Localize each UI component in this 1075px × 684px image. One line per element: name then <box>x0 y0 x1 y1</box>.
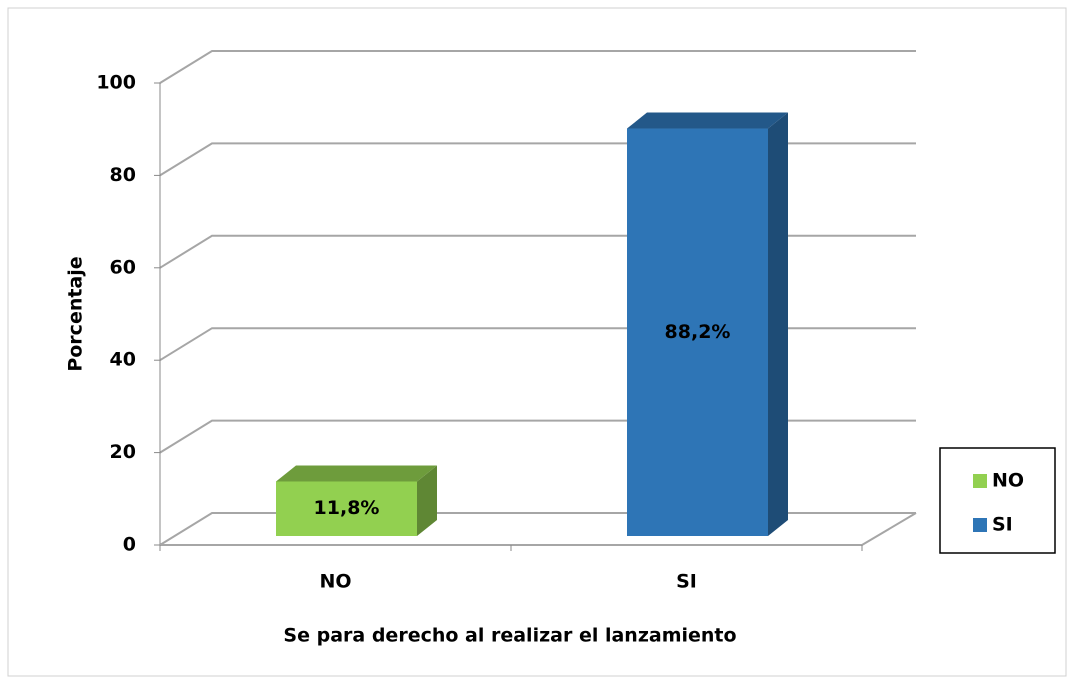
data-label: 88,2% <box>665 321 731 343</box>
chart-border <box>7 7 1067 677</box>
legend-box <box>939 447 1056 554</box>
y-tick-label: 100 <box>96 72 136 94</box>
legend-swatch <box>973 518 987 532</box>
legend-label: NO <box>992 470 1024 492</box>
x-tick-label: NO <box>319 571 351 593</box>
y-tick-label: 0 <box>123 534 136 556</box>
y-axis-label: Porcentaje <box>65 256 87 371</box>
x-axis-label: Se para derecho al realizar el lanzamien… <box>283 625 736 647</box>
bar <box>276 481 417 536</box>
bar-side <box>417 465 437 536</box>
grid-line <box>159 50 916 84</box>
bar-side <box>768 112 788 537</box>
x-tick-label: SI <box>676 571 697 593</box>
data-label: 11,8% <box>314 497 380 519</box>
bar-top <box>276 465 437 482</box>
legend-swatch <box>973 474 987 488</box>
y-tick-label: 40 <box>110 349 136 371</box>
y-tick-label: 60 <box>110 256 136 278</box>
y-tick-label: 80 <box>110 164 136 186</box>
bar <box>627 128 768 537</box>
legend-label: SI <box>992 514 1013 536</box>
y-tick-label: 20 <box>110 441 136 463</box>
bar-top <box>627 112 788 129</box>
